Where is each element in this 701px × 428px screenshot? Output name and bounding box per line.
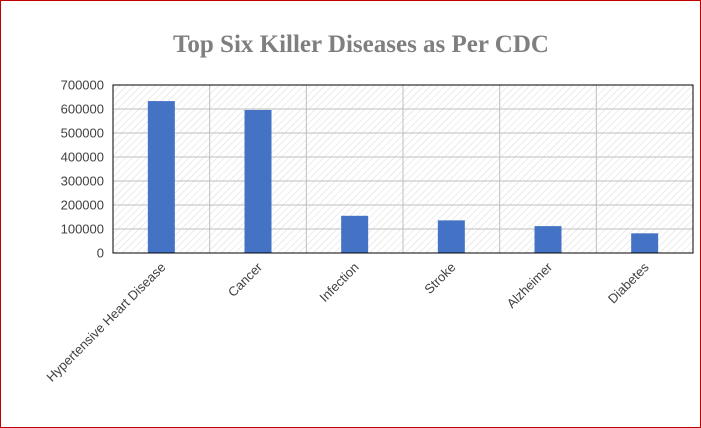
y-tick-label: 200000 [61,198,104,213]
bars [147,101,659,254]
bar-diabetes [631,233,659,253]
y-axis-ticks: 0 100000 200000 300000 400000 500000 600000 700… [61,78,104,261]
y-tick-label: 600000 [61,102,104,117]
bar-hypertensive-heart-disease [147,101,175,253]
bar-infection [341,215,369,253]
y-tick-label: 700000 [61,78,104,93]
bar-alzheimer [534,226,562,253]
y-tick-label: 300000 [61,174,104,189]
gridlines [113,85,693,253]
y-tick-label: 500000 [61,126,104,141]
bar-stroke [437,220,465,253]
chart-title: Top Six Killer Diseases as Per CDC [173,31,549,58]
bar-cancer [244,109,272,254]
y-tick-label: 400000 [61,150,104,165]
y-tick-label: 100000 [61,222,104,237]
y-tick-label: 0 [97,246,104,261]
plot-border [112,84,694,254]
